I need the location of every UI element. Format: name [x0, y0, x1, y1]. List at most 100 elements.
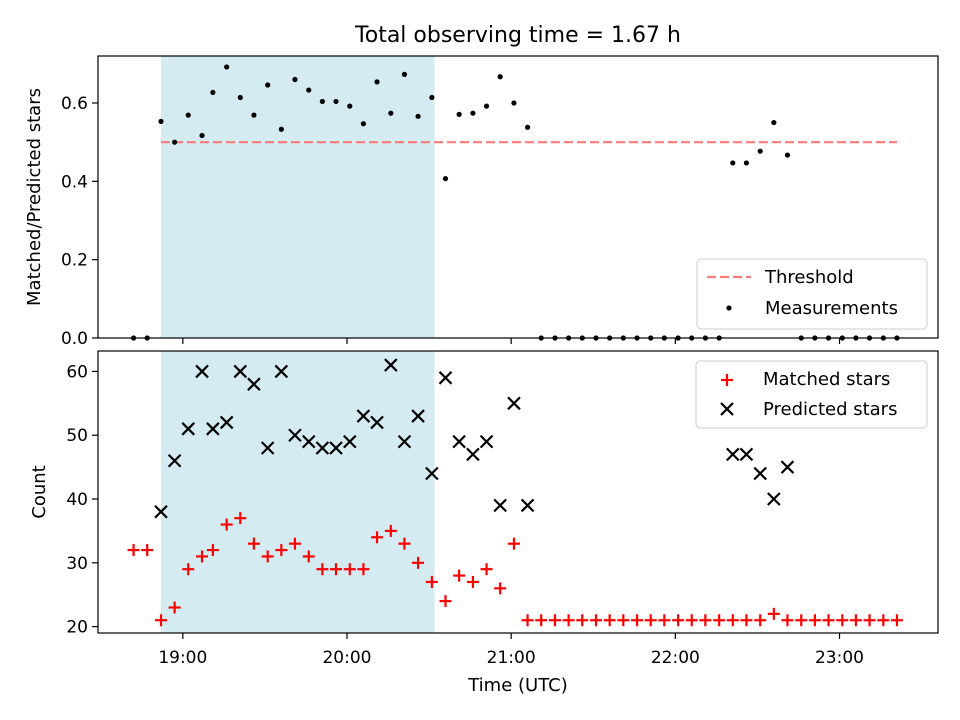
predicted-stars-point	[780, 460, 795, 474]
x-stroke	[493, 498, 507, 513]
x-stroke	[425, 466, 439, 481]
x-stroke	[739, 447, 754, 462]
matched-stars-point	[617, 614, 630, 627]
x-tick-label: 20:00	[322, 648, 371, 668]
measurement-point	[730, 160, 736, 166]
measurement-point	[374, 79, 380, 85]
matched-stars-point	[849, 614, 862, 627]
matched-stars-point	[754, 614, 767, 627]
ratio-y-tick-label: 0.0	[61, 329, 88, 349]
counts-legend: Matched stars Predicted stars	[695, 360, 928, 429]
matched-stars-point	[795, 614, 808, 627]
matched-stars-series	[127, 512, 903, 627]
matched-stars-point	[685, 614, 698, 627]
counts-y-axis-label: Count	[29, 465, 50, 518]
ratio-y-tick-label: 0.2	[61, 251, 88, 271]
predicted-stars-point	[315, 441, 330, 455]
predicted-stars-point	[384, 358, 398, 372]
measurement-point	[237, 94, 243, 101]
measurement-point	[185, 112, 191, 118]
matched-stars-point	[890, 614, 903, 627]
x-stroke	[726, 447, 740, 462]
measurement-point	[278, 126, 284, 132]
chart-title: Total observing time = 1.67 h	[354, 23, 681, 48]
predicted-stars-point	[507, 396, 521, 411]
matched-stars-point	[206, 544, 219, 557]
ratio-legend: Threshold Measurements	[696, 258, 928, 330]
counts-x-ticks: 19:00 20:00 21:00 22:00 23:00	[158, 633, 864, 668]
predicted-stars-point	[370, 415, 384, 430]
x-stroke	[356, 409, 371, 423]
measurement-point	[265, 82, 271, 88]
predicted-stars-point	[452, 434, 466, 449]
counts-y-tick-label: 20	[66, 618, 88, 638]
measurement-point	[333, 98, 339, 105]
matched-stars-point	[357, 563, 370, 576]
x-stroke	[767, 492, 781, 506]
predicted-stars-point	[438, 371, 453, 385]
matched-stars-point	[863, 614, 876, 627]
measurement-point	[158, 118, 164, 125]
x-stroke	[181, 422, 196, 436]
matched-stars-point	[261, 550, 274, 563]
predicted-stars-point	[520, 498, 535, 513]
predicted-stars-point	[479, 434, 494, 449]
matched-stars-point	[343, 563, 356, 576]
ratio-panel-frame	[97, 55, 939, 339]
x-stroke	[195, 364, 209, 379]
x-stroke	[780, 460, 795, 474]
matched-stars-point	[740, 614, 753, 627]
matched-stars-point	[535, 614, 548, 627]
predicted-stars-point	[247, 377, 261, 391]
matched-stars-point	[220, 518, 233, 531]
matched-stars-legend-label: Matched stars	[763, 369, 890, 390]
x-tick-label: 21:00	[487, 648, 536, 668]
x-stroke	[520, 498, 535, 513]
predicted-stars-point	[206, 422, 220, 436]
measurement-point	[497, 74, 503, 80]
matched-stars-point	[154, 614, 167, 627]
matched-stars-point	[548, 614, 561, 627]
matched-stars-point	[234, 512, 247, 525]
matched-stars-point	[247, 537, 260, 550]
matched-stars-point	[316, 563, 329, 576]
matched-stars-point	[781, 614, 794, 627]
matched-stars-legend-swatch	[721, 374, 733, 386]
ratio-y-tick-label: 0.4	[61, 172, 88, 192]
matched-stars-point	[726, 614, 739, 627]
matched-stars-point	[562, 614, 575, 627]
x-stroke	[329, 441, 343, 455]
predicted-stars-point	[343, 434, 357, 449]
ratio-panel: 0.0 0.2 0.4 0.6 Matched/Predicted stars Thr…	[24, 55, 939, 349]
predicted-stars-legend-label: Predicted stars	[763, 399, 897, 420]
x-stroke	[247, 377, 261, 391]
x-tick-label: 23:00	[815, 648, 864, 668]
x-stroke	[397, 434, 412, 449]
matched-stars-point	[494, 582, 507, 595]
predicted-stars-point	[233, 364, 248, 379]
x-stroke	[219, 415, 234, 430]
measurement-point	[172, 139, 178, 145]
predicted-stars-point	[301, 434, 316, 449]
x-axis-label: Time (UTC)	[467, 675, 568, 696]
matched-stars-point	[288, 537, 301, 550]
counts-y-tick-label: 30	[66, 554, 88, 574]
measurement-point	[306, 87, 312, 93]
matched-stars-point	[182, 563, 195, 576]
ratio-y-axis-label: Matched/Predicted stars	[24, 88, 45, 306]
predicted-stars-series	[154, 358, 795, 519]
predicted-stars-point	[753, 466, 767, 481]
matched-stars-point	[576, 614, 589, 627]
matched-stars-point	[384, 524, 397, 537]
predicted-stars-point	[288, 428, 302, 442]
measurement-point	[743, 160, 750, 166]
x-stroke	[411, 409, 425, 423]
x-tick-label: 22:00	[651, 648, 700, 668]
x-stroke	[260, 441, 275, 455]
measurement-point	[470, 110, 476, 116]
measurement-point	[401, 71, 408, 78]
matched-stars-point	[644, 614, 657, 627]
counts-y-tick-label: 40	[66, 490, 88, 510]
predicted-stars-point	[167, 453, 182, 468]
